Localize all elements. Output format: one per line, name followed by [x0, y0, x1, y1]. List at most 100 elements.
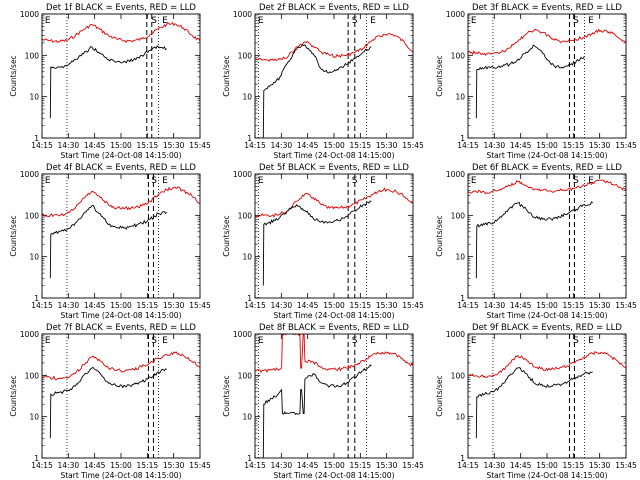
lld-series-line	[42, 21, 200, 44]
plot-frame	[41, 173, 201, 299]
x-tick-label: 14:45	[297, 301, 319, 310]
x-tick-label: 15:15	[350, 461, 372, 470]
plot-frame	[254, 13, 414, 139]
y-tick-label: 1	[247, 294, 252, 303]
marker-label: S	[352, 176, 358, 186]
x-tick-label: 15:15	[563, 301, 585, 310]
x-tick-label: 15:45	[615, 461, 637, 470]
marker-label: E	[45, 336, 51, 346]
plot-frame	[254, 333, 414, 459]
x-tick-label: 15:30	[376, 461, 398, 470]
panel-title: Det 2f BLACK = Events, RED = LLD	[259, 3, 409, 13]
plot-frame	[41, 333, 201, 459]
x-tick-label: 15:30	[376, 141, 398, 150]
y-tick-label: 1	[460, 134, 465, 143]
events-series-line	[49, 204, 168, 279]
x-tick-label: 14:45	[510, 461, 532, 470]
marker-label: E	[45, 16, 51, 26]
x-tick-label: 14:15	[244, 301, 266, 310]
lld-series-line	[255, 32, 413, 62]
y-tick-label: 10	[29, 413, 39, 422]
y-tick-label: 100	[451, 51, 466, 60]
y-tick-label: 1000	[233, 10, 252, 19]
marker-label: E	[370, 336, 376, 346]
x-tick-label: 14:30	[271, 461, 293, 470]
plot-frame	[254, 173, 414, 299]
x-tick-label: 15:00	[536, 141, 558, 150]
y-tick-label: 100	[25, 211, 40, 220]
x-tick-label: 14:45	[84, 461, 106, 470]
marker-label: S	[573, 16, 579, 26]
marker-label: S	[352, 336, 358, 346]
x-tick-label: 15:45	[189, 461, 211, 470]
x-axis-label: Start Time (24-Oct-08 14:15:00)	[486, 471, 607, 480]
y-tick-label: 100	[238, 371, 253, 380]
y-axis-label: Counts/sec	[435, 375, 444, 416]
x-tick-label: 15:00	[110, 141, 132, 150]
marker-label: E	[588, 176, 594, 186]
x-tick-label: 14:45	[510, 141, 532, 150]
y-tick-label: 1	[460, 294, 465, 303]
marker-label: E	[162, 16, 168, 26]
lld-series-line	[468, 179, 626, 195]
y-tick-label: 1000	[233, 330, 252, 339]
y-tick-label: 10	[242, 253, 252, 262]
panel-4: Det 4f BLACK = Events, RED = LLD 1 10 100 10…	[9, 163, 211, 320]
panel-title: Det 8f BLACK = Events, RED = LLD	[259, 323, 409, 333]
x-tick-label: 14:30	[484, 141, 506, 150]
x-tick-label: 14:30	[484, 461, 506, 470]
x-tick-label: 15:00	[536, 461, 558, 470]
x-tick-label: 15:00	[110, 301, 132, 310]
lld-series-line	[255, 334, 413, 373]
y-tick-label: 100	[238, 51, 253, 60]
panel-title: Det 1f BLACK = Events, RED = LLD	[46, 3, 196, 13]
y-tick-label: 1	[34, 134, 39, 143]
plot-frame	[467, 13, 627, 139]
y-tick-label: 1000	[446, 170, 465, 179]
y-tick-label: 1000	[20, 170, 39, 179]
y-tick-label: 1	[247, 134, 252, 143]
plot-frame	[467, 173, 627, 299]
y-tick-label: 1000	[446, 330, 465, 339]
y-axis-label: Counts/sec	[435, 215, 444, 256]
y-tick-label: 10	[455, 253, 465, 262]
y-tick-label: 1	[34, 294, 39, 303]
x-axis-label: Start Time (24-Oct-08 14:15:00)	[486, 311, 607, 320]
x-tick-label: 15:30	[163, 301, 185, 310]
marker-label: E	[471, 336, 477, 346]
x-tick-label: 15:45	[402, 301, 424, 310]
x-tick-label: 14:15	[244, 141, 266, 150]
x-tick-label: 15:45	[189, 301, 211, 310]
y-axis-label: Counts/sec	[222, 375, 231, 416]
x-axis-label: Start Time (24-Oct-08 14:15:00)	[60, 311, 181, 320]
plot-frame	[41, 13, 201, 139]
x-tick-label: 15:00	[536, 301, 558, 310]
y-tick-label: 100	[451, 371, 466, 380]
x-tick-label: 14:45	[510, 301, 532, 310]
x-axis-label: Start Time (24-Oct-08 14:15:00)	[486, 151, 607, 160]
panel-9: Det 9f BLACK = Events, RED = LLD 1 10 100 10…	[435, 323, 637, 480]
panel-title: Det 4f BLACK = Events, RED = LLD	[46, 163, 196, 173]
y-axis-label: Counts/sec	[435, 55, 444, 96]
lld-series-line	[468, 28, 626, 56]
marker-label: S	[573, 176, 579, 186]
panel-title: Det 9f BLACK = Events, RED = LLD	[472, 323, 622, 333]
x-tick-label: 15:15	[563, 141, 585, 150]
x-tick-label: 14:45	[84, 141, 106, 150]
y-tick-label: 1000	[20, 330, 39, 339]
y-tick-label: 10	[455, 93, 465, 102]
y-tick-label: 1000	[20, 10, 39, 19]
x-tick-label: 15:30	[589, 141, 611, 150]
events-series-line	[475, 44, 585, 119]
y-tick-label: 10	[29, 253, 39, 262]
marker-label: S	[151, 336, 157, 346]
marker-label: E	[471, 176, 477, 186]
x-tick-label: 14:15	[31, 141, 53, 150]
marker-label: S	[151, 176, 157, 186]
events-series-line	[49, 45, 167, 119]
x-tick-label: 15:45	[615, 301, 637, 310]
y-axis-label: Counts/sec	[222, 55, 231, 96]
x-tick-label: 15:00	[323, 461, 345, 470]
x-tick-label: 14:15	[31, 461, 53, 470]
panel-6: Det 6f BLACK = Events, RED = LLD 1 10 100 10…	[435, 163, 637, 320]
